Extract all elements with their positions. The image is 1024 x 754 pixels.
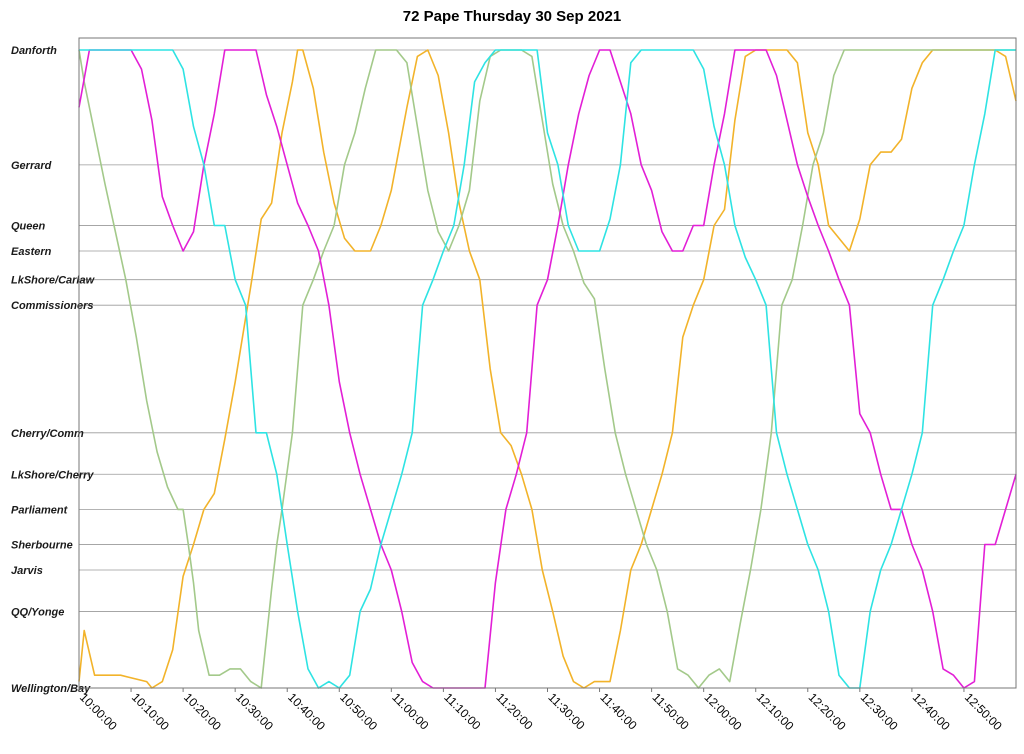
bus-trip-line-1 (78, 49, 1017, 689)
stop-label-lkshore-carlaw: LkShore/Carlaw (11, 275, 96, 287)
x-tick-label: 10:20:00 (181, 690, 224, 733)
x-tick-label: 12:00:00 (702, 690, 745, 733)
stop-label-wellington-bay: Wellington/Bay (11, 683, 91, 695)
time-tick-layer: 10:00:00 10:10:00 10:20:00 10:30:00 10:40:00… (77, 688, 1005, 733)
stop-label-cherry-comm: Cherry/Comm (11, 428, 84, 440)
series-layer (78, 49, 1017, 689)
x-tick-label: 12:30:00 (858, 690, 901, 733)
stop-label-danforth: Danforth (11, 45, 57, 57)
x-tick-label: 10:10:00 (129, 690, 172, 733)
x-tick-label: 12:50:00 (962, 690, 1005, 733)
x-tick-label: 12:40:00 (910, 690, 953, 733)
stop-label-sherbourne: Sherbourne (11, 539, 73, 551)
x-tick-label: 12:20:00 (806, 690, 849, 733)
stop-label-parliament: Parliament (11, 504, 69, 516)
x-tick-label: 12:10:00 (754, 690, 797, 733)
x-tick-label: 11:00:00 (389, 690, 432, 733)
stop-label-layer: Danforth Gerrard Queen Eastern LkShore/Carla… (11, 45, 96, 695)
stop-label-gerrard: Gerrard (11, 160, 52, 172)
x-tick-label: 11:40:00 (597, 690, 640, 733)
bus-trip-line-3 (78, 49, 1017, 689)
plot-frame (78, 37, 1017, 689)
stop-label-queen: Queen (11, 220, 46, 232)
x-tick-label: 11:50:00 (649, 690, 692, 733)
stop-label-commissioners: Commissioners (11, 300, 94, 312)
chart-title: 72 Pape Thursday 30 Sep 2021 (403, 8, 621, 25)
stop-label-eastern: Eastern (11, 246, 52, 258)
x-tick-label: 11:10:00 (441, 690, 484, 733)
stop-label-qq-yonge: QQ/Yonge (11, 606, 64, 618)
stop-label-lkshore-cherry: LkShore/Cherry (11, 469, 94, 481)
bus-trip-line-2 (78, 49, 1016, 689)
x-tick-label: 11:30:00 (545, 690, 588, 733)
stop-label-jarvis: Jarvis (11, 565, 43, 577)
x-tick-label: 10:40:00 (285, 690, 328, 733)
x-tick-label: 10:00:00 (77, 690, 120, 733)
x-tick-label: 11:20:00 (493, 690, 536, 733)
x-tick-label: 10:30:00 (233, 690, 276, 733)
x-tick-label: 10:50:00 (337, 690, 380, 733)
